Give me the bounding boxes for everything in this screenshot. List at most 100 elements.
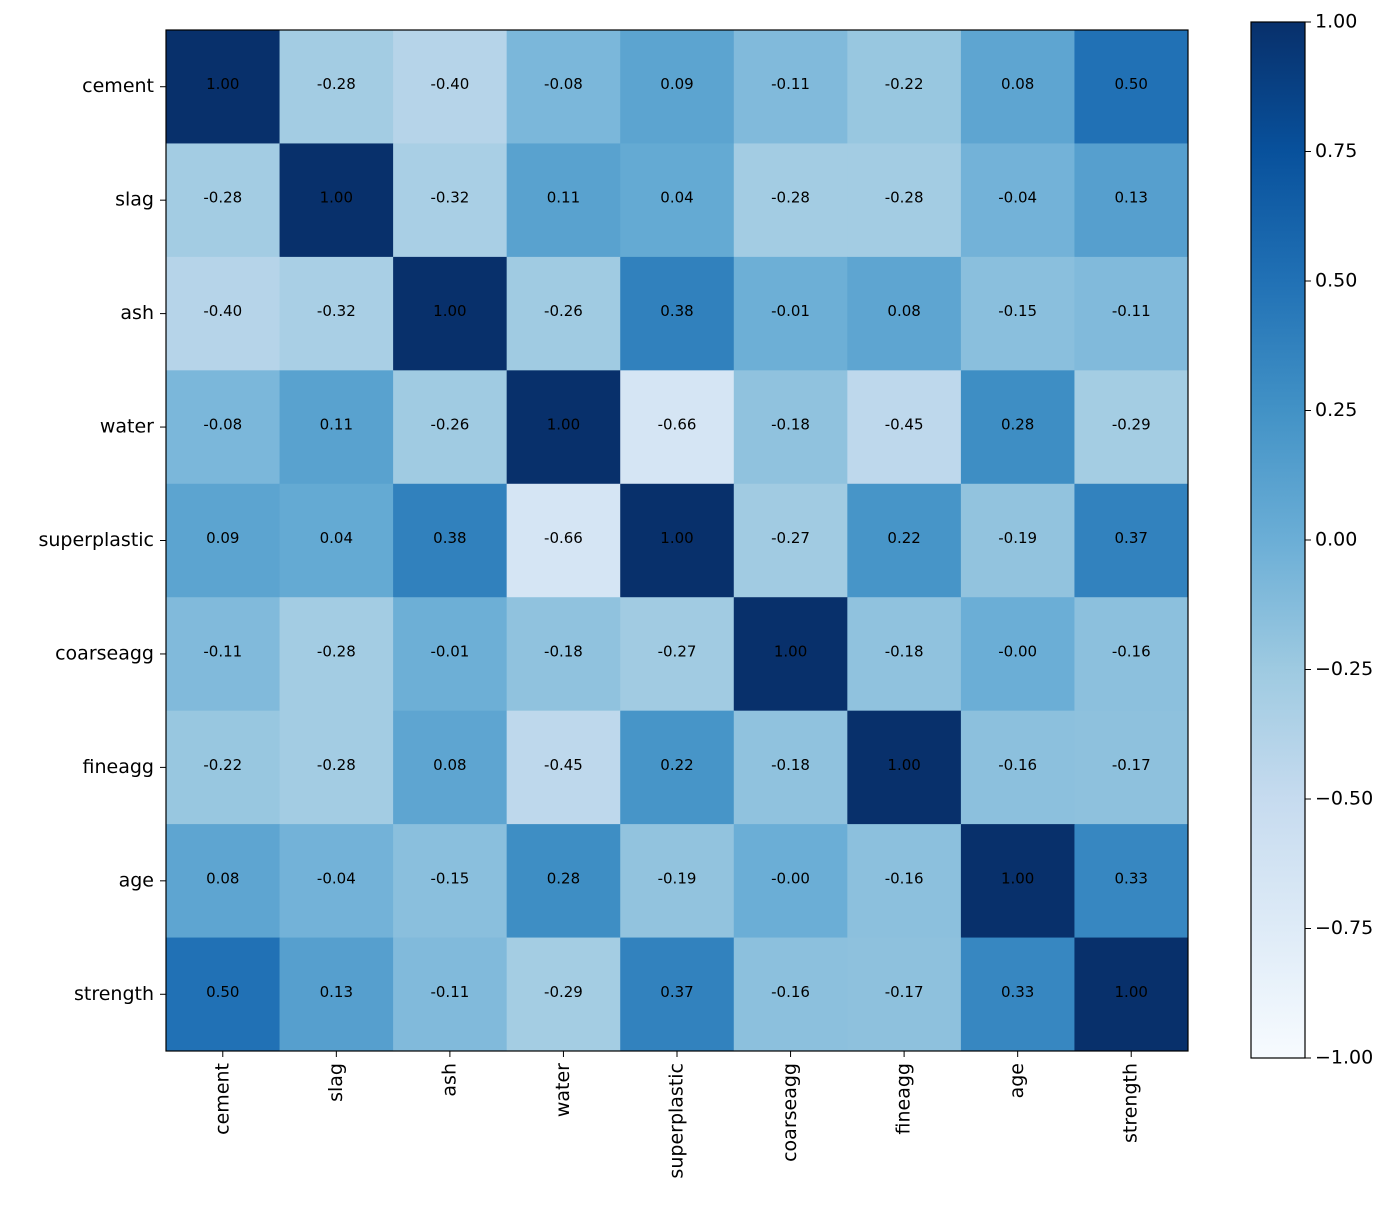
cell-label: 0.08 xyxy=(1001,75,1034,93)
heatmap-cell xyxy=(1074,597,1189,712)
heatmap-cell xyxy=(506,30,621,144)
heatmap-cell xyxy=(847,824,962,939)
cell-label: 0.09 xyxy=(206,529,239,547)
heatmap-cell xyxy=(733,937,848,1052)
heatmap-cell xyxy=(279,370,394,485)
cell-label: 1.00 xyxy=(1001,869,1034,887)
x-tick-label: slag xyxy=(325,1063,347,1102)
heatmap-cell xyxy=(279,937,394,1052)
heatmap-cell xyxy=(393,256,508,371)
heatmap-cell xyxy=(620,937,735,1052)
heatmap-cell xyxy=(279,30,394,144)
heatmap-cell xyxy=(393,824,508,939)
cell-label: -0.00 xyxy=(998,642,1037,660)
cell-label: -0.17 xyxy=(1112,756,1151,774)
heatmap-cell xyxy=(166,256,281,371)
heatmap-cell xyxy=(847,483,962,598)
y-tick-label: strength xyxy=(74,983,154,1005)
x-tick-label: ash xyxy=(438,1063,460,1097)
cell-label: -0.32 xyxy=(430,189,469,207)
cell-label: -0.18 xyxy=(544,642,583,660)
cell-label: -0.28 xyxy=(317,756,356,774)
heatmap-cell xyxy=(960,483,1075,598)
colorbar-tick-label: 1.00 xyxy=(1315,11,1357,33)
heatmap-cell xyxy=(620,370,735,485)
heatmap-cell xyxy=(1074,370,1189,485)
heatmap-cell xyxy=(506,483,621,598)
cell-label: -0.29 xyxy=(544,983,583,1001)
heatmap-cell xyxy=(733,143,848,258)
heatmap-cell xyxy=(279,143,394,258)
x-tick-label: coarseagg xyxy=(779,1063,801,1162)
cell-label: 0.04 xyxy=(320,529,353,547)
heatmap-cell xyxy=(847,597,962,712)
heatmap-cell xyxy=(166,483,281,598)
heatmap-cell xyxy=(620,30,735,144)
cell-label: -0.28 xyxy=(317,75,356,93)
cell-label: 1.00 xyxy=(433,302,466,320)
cell-label: -0.11 xyxy=(771,75,810,93)
cell-label: 0.08 xyxy=(433,756,466,774)
heatmap-cell xyxy=(166,824,281,939)
colorbar-tick-label: 0.75 xyxy=(1315,140,1357,162)
x-tick-label: fineagg xyxy=(893,1063,915,1134)
heatmap-cell xyxy=(733,597,848,712)
y-tick-label: coarseagg xyxy=(55,642,154,664)
heatmap-cell xyxy=(506,937,621,1052)
heatmap-cell xyxy=(393,483,508,598)
heatmap-cell xyxy=(166,370,281,485)
cell-label: -0.11 xyxy=(1112,302,1151,320)
cell-label: 0.22 xyxy=(660,756,693,774)
cell-label: -0.08 xyxy=(203,416,242,434)
cell-label: 1.00 xyxy=(774,642,807,660)
cell-label: 0.09 xyxy=(660,75,693,93)
heatmap-cell xyxy=(960,824,1075,939)
heatmap-cell xyxy=(1074,256,1189,371)
heatmap-cell xyxy=(847,370,962,485)
heatmap-cell xyxy=(960,597,1075,712)
cell-label: 0.50 xyxy=(1115,75,1148,93)
heatmap-cell xyxy=(1074,30,1189,144)
cell-label: 0.13 xyxy=(320,983,353,1001)
y-tick-label: age xyxy=(119,869,154,891)
cell-label: -0.04 xyxy=(998,189,1037,207)
cell-label: 1.00 xyxy=(547,416,580,434)
heatmap-cell xyxy=(733,483,848,598)
heatmap-cell xyxy=(393,370,508,485)
y-tick-label: slag xyxy=(115,189,154,211)
cell-label: -0.18 xyxy=(885,642,924,660)
colorbar-tick-label: 0.00 xyxy=(1315,529,1357,551)
y-tick-label: ash xyxy=(120,302,154,324)
heatmap-cell xyxy=(620,597,735,712)
colorbar-tick-label: −0.50 xyxy=(1315,788,1373,810)
cell-label: -0.27 xyxy=(658,642,697,660)
cell-label: -0.22 xyxy=(885,75,924,93)
heatmap-cell xyxy=(733,30,848,144)
heatmap-cell xyxy=(847,30,962,144)
heatmap-cell xyxy=(960,937,1075,1052)
cell-label: -0.45 xyxy=(544,756,583,774)
x-tick-label: age xyxy=(1006,1063,1028,1098)
heatmap-cell xyxy=(506,824,621,939)
heatmap-cell xyxy=(279,256,394,371)
cell-label: -0.29 xyxy=(1112,416,1151,434)
heatmap-cell xyxy=(620,256,735,371)
cell-label: -0.16 xyxy=(1112,642,1151,660)
cell-label: -0.01 xyxy=(430,642,469,660)
cell-label: -0.19 xyxy=(998,529,1037,547)
heatmap-cell xyxy=(620,824,735,939)
heatmap-cell xyxy=(166,143,281,258)
cell-label: 1.00 xyxy=(660,529,693,547)
heatmap-cell xyxy=(506,256,621,371)
cell-label: -0.66 xyxy=(658,416,697,434)
heatmap-cell xyxy=(847,710,962,825)
cell-label: -0.28 xyxy=(203,189,242,207)
heatmap-cell xyxy=(393,597,508,712)
heatmap-cell xyxy=(960,143,1075,258)
cell-label: -0.01 xyxy=(771,302,810,320)
cell-label: -0.40 xyxy=(430,75,469,93)
cell-label: -0.28 xyxy=(317,642,356,660)
cell-label: 0.37 xyxy=(660,983,693,1001)
cell-label: 1.00 xyxy=(1115,983,1148,1001)
